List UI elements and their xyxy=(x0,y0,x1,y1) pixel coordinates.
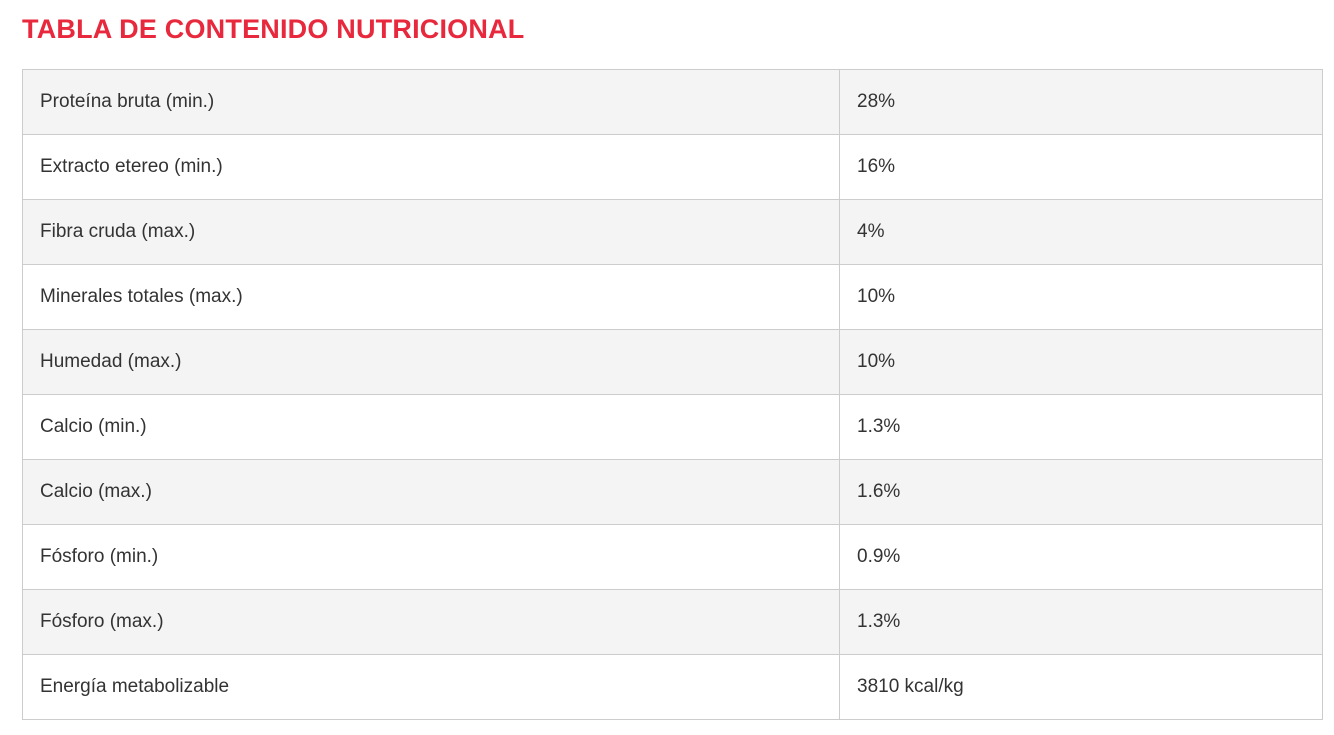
nutrient-name: Energía metabolizable xyxy=(22,654,840,720)
nutrient-name: Proteína bruta (min.) xyxy=(22,69,840,135)
nutrient-value: 10% xyxy=(839,264,1323,330)
table-row: Humedad (max.) 10% xyxy=(22,329,1323,395)
table-row: Extracto etereo (min.) 16% xyxy=(22,134,1323,200)
table-row: Fósforo (max.) 1.3% xyxy=(22,589,1323,655)
nutrient-value: 16% xyxy=(839,134,1323,200)
nutrient-value: 10% xyxy=(839,329,1323,395)
nutrient-value: 28% xyxy=(839,69,1323,135)
page-title: TABLA DE CONTENIDO NUTRICIONAL xyxy=(22,14,525,44)
nutrient-name: Minerales totales (max.) xyxy=(22,264,840,330)
table-row: Fósforo (min.) 0.9% xyxy=(22,524,1323,590)
nutrient-value: 1.6% xyxy=(839,459,1323,525)
nutrient-value: 3810 kcal/kg xyxy=(839,654,1323,720)
table-row: Fibra cruda (max.) 4% xyxy=(22,199,1323,265)
nutrient-name: Extracto etereo (min.) xyxy=(22,134,840,200)
nutrient-value: 1.3% xyxy=(839,589,1323,655)
table-row: Calcio (max.) 1.6% xyxy=(22,459,1323,525)
nutrient-value: 1.3% xyxy=(839,394,1323,460)
table-row: Minerales totales (max.) 10% xyxy=(22,264,1323,330)
nutrient-value: 0.9% xyxy=(839,524,1323,590)
nutrient-name: Calcio (min.) xyxy=(22,394,840,460)
nutrient-name: Humedad (max.) xyxy=(22,329,840,395)
nutrient-value: 4% xyxy=(839,199,1323,265)
nutrition-table: Proteína bruta (min.) 28% Extracto etere… xyxy=(22,69,1323,720)
nutrient-name: Fósforo (min.) xyxy=(22,524,840,590)
nutrient-name: Calcio (max.) xyxy=(22,459,840,525)
nutrient-name: Fibra cruda (max.) xyxy=(22,199,840,265)
table-row: Proteína bruta (min.) 28% xyxy=(22,69,1323,135)
table-row: Calcio (min.) 1.3% xyxy=(22,394,1323,460)
nutrient-name: Fósforo (max.) xyxy=(22,589,840,655)
table-row: Energía metabolizable 3810 kcal/kg xyxy=(22,654,1323,720)
